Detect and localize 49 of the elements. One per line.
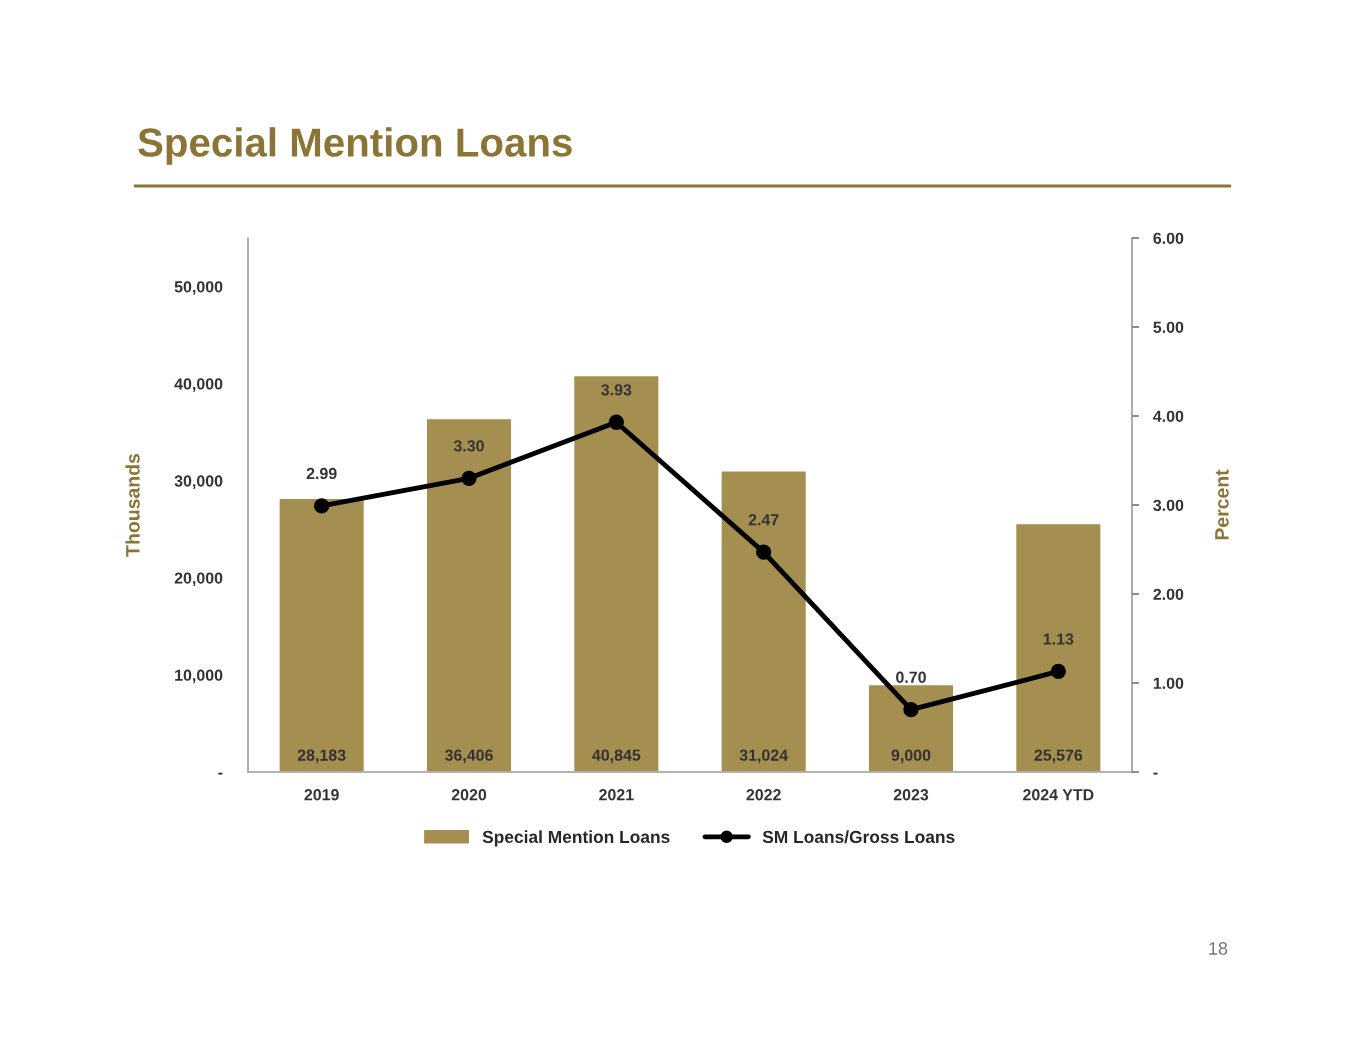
y2-tick-label: -: [1153, 772, 1158, 775]
bar: [867, 683, 955, 772]
bar: [720, 470, 808, 772]
data-label: 9,000: [891, 749, 931, 764]
y2-tick-label: 2.00: [1153, 588, 1184, 600]
text: 18: [1209, 942, 1228, 955]
x-tick-label: 2022: [746, 789, 781, 801]
y2-tick-label: 6.00: [1153, 232, 1184, 244]
data-label: 25,576: [1034, 749, 1083, 764]
y2-axis-title: Percent: [1215, 469, 1229, 540]
y-tick-label: 30,000: [174, 475, 223, 489]
data-label: 2.47: [748, 514, 779, 526]
data-label: 31,024: [739, 749, 789, 764]
y-tick-label: 40,000: [174, 378, 223, 392]
data-label: 3.93: [601, 384, 632, 396]
data-label: 2.99: [306, 467, 337, 480]
x-tick-label: 2021: [599, 789, 634, 801]
y-tick-label: 10,000: [175, 669, 223, 684]
y-tick-label: 50,000: [174, 281, 223, 295]
y-axis-title: Thousands: [125, 453, 140, 557]
point: [461, 470, 477, 486]
point: [608, 414, 624, 430]
bar: [1014, 522, 1102, 772]
point: [314, 498, 330, 514]
point: [756, 544, 772, 560]
y2-tick-label: 4.00: [1153, 410, 1184, 422]
x-tick-label: 2020: [451, 789, 487, 801]
point: [1050, 663, 1066, 680]
legend-label: SM Loans/Gross Loans: [762, 830, 955, 844]
data-label: 28,183: [297, 749, 346, 764]
legend-label: Special Mention Loans: [482, 830, 670, 847]
bar: [278, 497, 366, 772]
data-label: 1.13: [1043, 633, 1074, 645]
bar: [572, 374, 660, 772]
y2-tick-label: 1.00: [1153, 677, 1184, 689]
point: [903, 702, 919, 718]
data-label: 40,845: [592, 749, 641, 764]
data-label: 0.70: [896, 671, 926, 683]
data-label: 36,406: [444, 749, 493, 764]
y2-tick-label: 5.00: [1153, 321, 1184, 333]
y2-tick-label: 3.00: [1153, 499, 1184, 511]
y-tick-label: -: [218, 772, 223, 775]
data-label: 3.30: [453, 440, 484, 452]
y-tick-label: 20,000: [174, 572, 223, 587]
x-tick-label: 2024 YTD: [1023, 789, 1094, 801]
bar: [425, 417, 513, 772]
x-tick-label: 2019: [304, 789, 339, 801]
chart-title: Special Mention Loans: [138, 127, 572, 165]
x-tick-label: 2023: [893, 789, 929, 801]
